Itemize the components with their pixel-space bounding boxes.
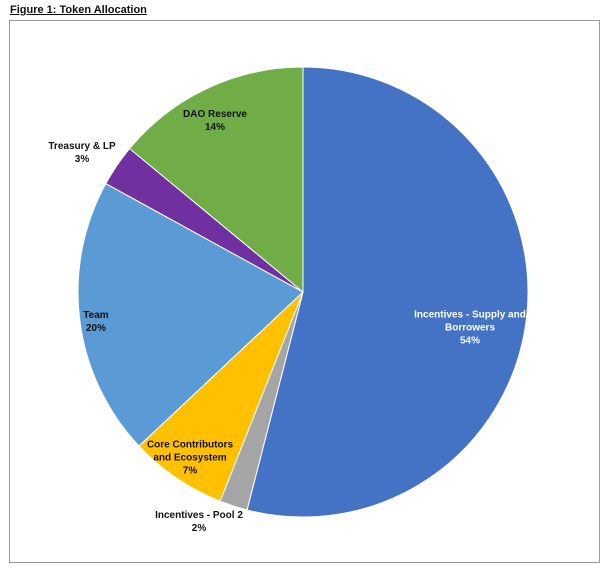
pie-slice-dao-reserve	[128, 66, 304, 294]
slice-label-name: Treasury & LP	[48, 141, 116, 152]
slice-label: Team 20%	[83, 309, 108, 335]
slice-label-name: Incentives - Supply and	[414, 309, 526, 321]
slice-label: Treasury & LP 3%	[48, 140, 115, 166]
slice-label-name: Team	[83, 310, 109, 321]
chart-frame	[9, 20, 600, 563]
slice-label: Incentives - Supply and Borrowers 54%	[414, 309, 526, 348]
slice-label: DAO Reserve 14%	[183, 108, 247, 134]
slice-label-name: DAO Reserve	[183, 109, 247, 120]
slice-label-value: 2%	[191, 523, 207, 534]
slice-label-name: Core Contributors	[146, 439, 234, 451]
slice-label-name: Incentives - Pool 2	[155, 510, 243, 521]
slice-label-value: 54%	[459, 335, 481, 347]
slice-label-name: Borrowers	[444, 322, 496, 334]
chart-title: Figure 1: Token Allocation	[10, 4, 147, 16]
slice-label-value: 20%	[85, 323, 107, 334]
slice-label: Incentives - Pool 2 2%	[155, 509, 243, 535]
slice-label-name: and Ecosystem	[153, 452, 227, 464]
slice-label: Core Contributors and Ecosystem 7%	[147, 439, 233, 478]
slice-label-value: 7%	[182, 465, 198, 477]
pie-slice-team	[77, 182, 304, 447]
slice-label-value: 14%	[204, 122, 226, 133]
slice-label-value: 3%	[74, 154, 90, 165]
pie-slice-incentives-supply-and-borrowers	[246, 66, 529, 518]
